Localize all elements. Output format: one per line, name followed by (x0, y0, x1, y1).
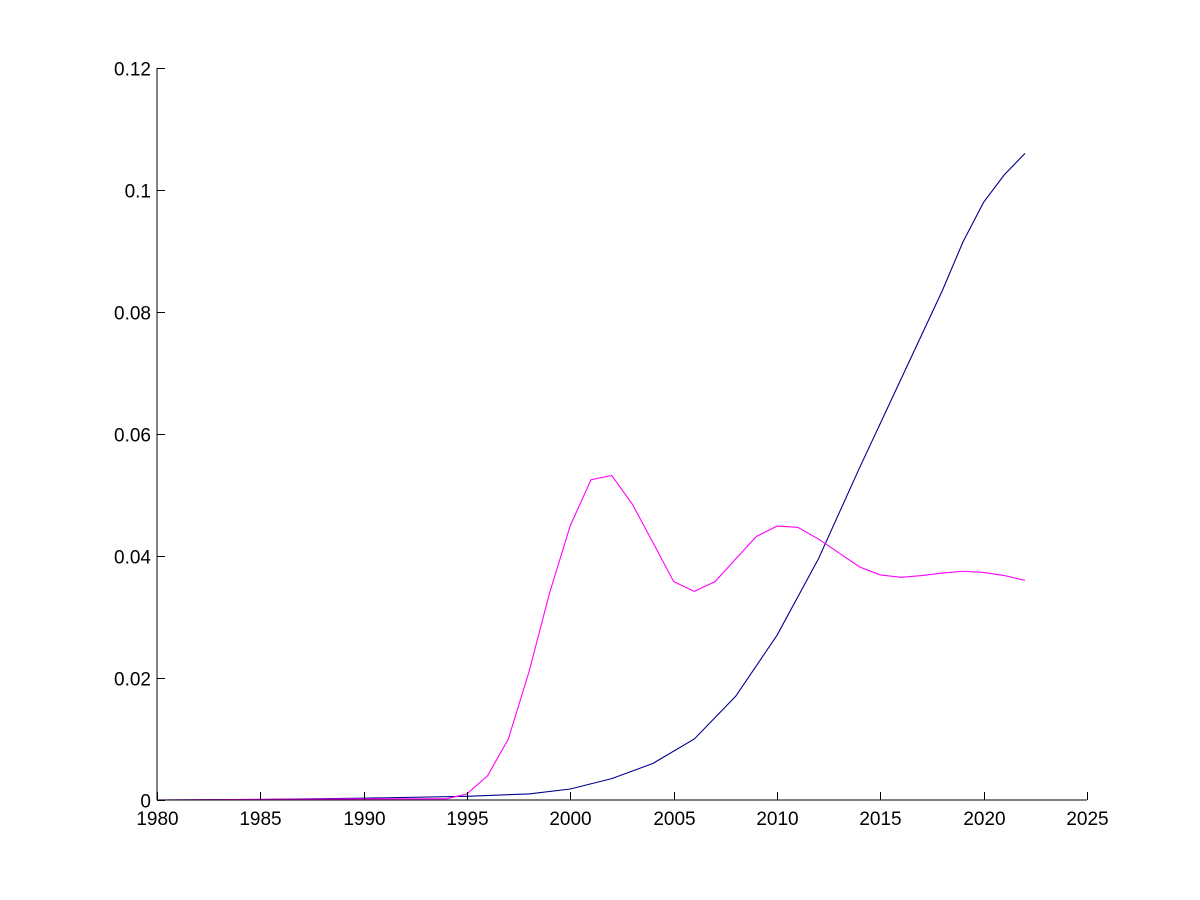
x-tick-label: 1990 (343, 809, 385, 830)
y-tick-label: 0.08 (114, 304, 151, 325)
x-tick-label: 1980 (136, 809, 178, 830)
y-tick-label: 0 (140, 792, 151, 813)
x-tick-label: 2015 (859, 809, 901, 830)
x-tick-label: 1985 (239, 809, 281, 830)
x-tick-label: 1995 (446, 809, 488, 830)
y-tick-label: 0.06 (114, 426, 151, 447)
x-tick-label: 2000 (549, 809, 591, 830)
y-tick-label: 0.1 (125, 182, 151, 203)
y-tick-label: 0.04 (114, 548, 151, 569)
series-layer (156, 153, 1026, 801)
y-tick-label: 0.12 (114, 60, 151, 81)
series-line-2 (156, 474, 1026, 801)
x-tick-label: 2025 (1066, 809, 1108, 830)
axes-layer: 1980 1985 1990 1995 2000 2005 2010 2015 2020 2025… (114, 60, 1109, 831)
x-tick-label: 2005 (653, 809, 695, 830)
x-tick-label: 2020 (963, 809, 1005, 830)
x-tick-label: 2010 (756, 809, 798, 830)
series-line-1 (156, 153, 1026, 801)
y-tick-label: 0.02 (114, 670, 151, 691)
